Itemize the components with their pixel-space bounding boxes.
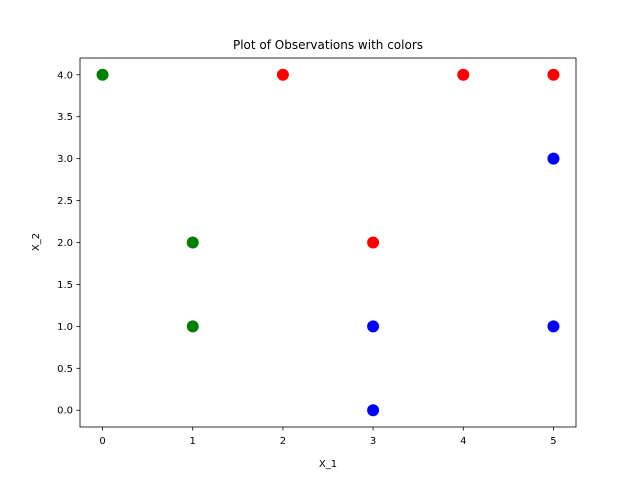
x-tick-label: 0 <box>99 436 105 447</box>
data-point <box>457 68 470 81</box>
data-point <box>276 68 289 81</box>
y-tick-label: 3.5 <box>57 112 73 123</box>
chart-title: Plot of Observations with colors <box>233 38 423 52</box>
y-tick-label: 0.0 <box>57 406 73 417</box>
data-points <box>96 68 560 417</box>
x-tick-label: 2 <box>280 436 286 447</box>
y-axis-label: X_2 <box>31 233 42 251</box>
data-point <box>547 152 560 165</box>
data-point <box>186 320 199 333</box>
x-tick-label: 5 <box>550 436 556 447</box>
y-tick-label: 2.0 <box>57 238 73 249</box>
data-point <box>367 236 380 249</box>
y-tick-label: 0.5 <box>57 364 73 375</box>
y-tick-label: 1.5 <box>57 280 73 291</box>
axes-frame <box>79 57 577 428</box>
data-point <box>547 68 560 81</box>
y-axis: 0.0 0.5 1.0 1.5 2.0 2.5 3.0 3.5 4.0 <box>57 70 80 417</box>
plot-area <box>79 57 577 428</box>
data-point <box>547 320 560 333</box>
y-tick-label: 4.0 <box>57 70 73 81</box>
x-tick-label: 4 <box>460 436 466 447</box>
y-tick-label: 3.0 <box>57 154 73 165</box>
data-point <box>186 236 199 249</box>
x-tick-label: 1 <box>190 436 196 447</box>
x-tick-label: 3 <box>370 436 376 447</box>
x-axis: 0 1 2 3 4 5 <box>99 427 557 447</box>
x-axis-label: X_1 <box>319 459 337 470</box>
data-point <box>96 68 109 81</box>
data-point <box>367 320 380 333</box>
data-point <box>367 404 380 417</box>
y-tick-label: 2.5 <box>57 196 73 207</box>
y-tick-label: 1.0 <box>57 322 73 333</box>
